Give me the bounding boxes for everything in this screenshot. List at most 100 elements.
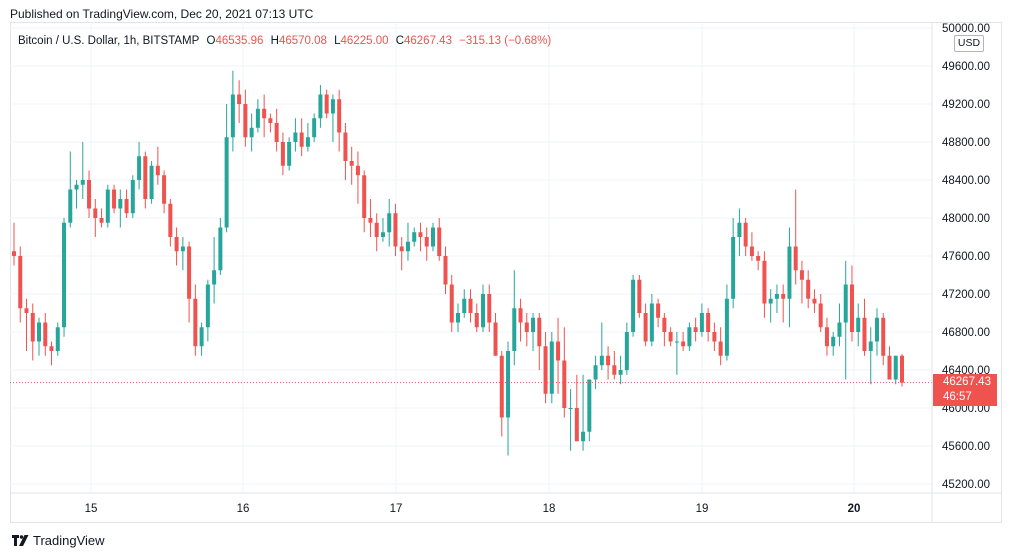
candle-body [806, 279, 811, 299]
time-tick-label: 16 [237, 503, 250, 515]
price-axis: 45200.0045600.0046000.0046400.0046800.00… [931, 22, 990, 523]
candle-body [618, 370, 623, 375]
candle-body [631, 279, 636, 332]
candle-body [831, 336, 836, 347]
candle-body [681, 341, 686, 347]
brand-name: TradingView [33, 533, 105, 548]
candle-body [762, 260, 767, 304]
candle-body [787, 246, 792, 299]
open-label: O [206, 35, 216, 47]
candle-body [524, 322, 529, 332]
candle-body [887, 355, 892, 380]
candle-body [393, 213, 398, 247]
candle-body [756, 256, 761, 261]
candle-body [262, 108, 267, 119]
close-label: C [395, 35, 404, 47]
candle-body [587, 379, 592, 432]
candle-body [593, 365, 598, 380]
candle-body [606, 355, 611, 366]
candle-body [531, 317, 536, 332]
candle-body [318, 94, 323, 119]
price-tick-label: 48000.00 [942, 213, 990, 225]
candle-body [456, 313, 460, 323]
candle-body [337, 99, 342, 133]
candle-body [212, 270, 217, 285]
candle-body [55, 327, 60, 351]
candle-body [349, 161, 354, 166]
candle-body [900, 355, 904, 383]
candle-body [87, 180, 92, 209]
price-tick-label: 48800.00 [942, 137, 990, 149]
time-axis: 15 16 17 18 19 20 [10, 492, 1002, 515]
candle-body [574, 408, 579, 442]
candle-body [449, 284, 454, 323]
candle-body [824, 327, 829, 347]
candle-body [712, 332, 717, 342]
candle-body [143, 156, 148, 199]
price-tick-label: 48400.00 [942, 175, 990, 187]
candle-body [731, 237, 736, 299]
candle-body [443, 256, 448, 285]
time-tick-label: 17 [390, 503, 403, 515]
candle-body [324, 94, 329, 114]
candle-body [280, 142, 285, 166]
candle-body [856, 317, 861, 332]
candle-body [556, 341, 561, 361]
candle-body [374, 222, 379, 237]
currency-button[interactable]: USD [954, 35, 984, 52]
footer-brand[interactable]: TradingView [12, 533, 105, 548]
candle-body [312, 118, 317, 138]
candle-body [168, 203, 173, 237]
candle-body [749, 246, 754, 256]
candle-body [624, 332, 629, 370]
candle-body [80, 180, 85, 185]
candle-body [180, 246, 185, 252]
candle-body [799, 270, 804, 280]
candle-body [62, 222, 67, 328]
candle-body [224, 137, 229, 228]
candle-body [218, 227, 223, 271]
candle-body [643, 313, 648, 342]
candle-body [474, 313, 479, 328]
candle-body [874, 317, 879, 342]
candle-body [862, 317, 867, 351]
candle-body [237, 94, 242, 104]
price-tick-label: 46800.00 [942, 327, 990, 339]
candle-body [481, 294, 486, 328]
candle-body [149, 165, 154, 199]
candle-body [243, 104, 248, 138]
price-tick-label: 50000.00 [942, 23, 990, 35]
candle-body [718, 341, 723, 356]
price-tick-label: 49600.00 [942, 61, 990, 73]
candle-body [662, 317, 667, 332]
candle-body [881, 317, 886, 356]
candle-body [205, 284, 210, 328]
candle-body [706, 313, 711, 332]
candle-body [268, 118, 273, 123]
candle-body [12, 251, 16, 256]
candle-body [68, 189, 73, 223]
last-price-value: 46267.43 [943, 376, 991, 388]
price-tick-label: 46000.00 [942, 403, 990, 415]
candle-body [174, 237, 179, 252]
candle-body [568, 408, 573, 409]
low-value: 46225.00 [340, 35, 389, 47]
candle-body [249, 127, 254, 138]
candle-body [518, 308, 523, 323]
candle-body [693, 327, 698, 332]
close-value: 46267.43 [404, 35, 452, 47]
candle-body [774, 294, 779, 299]
open-value: 46535.96 [215, 35, 264, 47]
candle-body [30, 313, 35, 342]
candle-body [793, 246, 798, 271]
candle-body [412, 232, 417, 242]
candle-body [305, 137, 310, 147]
candle-body [537, 317, 542, 347]
candle-body [99, 218, 104, 223]
candle-body [230, 94, 235, 138]
candle-body [124, 199, 129, 214]
candle-body [255, 108, 260, 128]
candle-body [293, 132, 298, 142]
candle-body [299, 132, 304, 147]
